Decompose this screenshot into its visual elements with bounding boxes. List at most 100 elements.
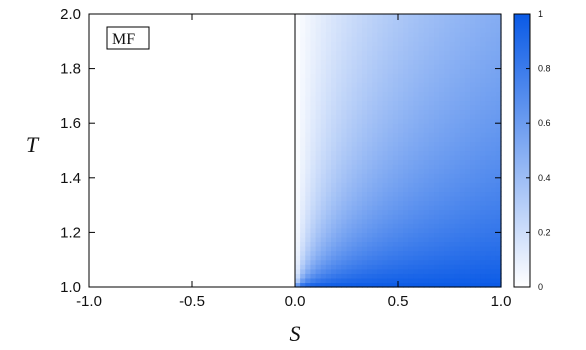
heatmap-cell xyxy=(464,227,471,233)
heatmap-cell xyxy=(320,155,327,161)
heatmap-cell xyxy=(284,232,291,238)
heatmap-cell xyxy=(325,109,332,115)
heatmap-cell xyxy=(150,123,157,129)
heatmap-cell xyxy=(336,177,342,183)
heatmap-cell xyxy=(253,164,260,170)
heatmap-cell xyxy=(253,145,260,152)
heatmap-cell xyxy=(295,73,301,79)
heatmap-cell xyxy=(109,209,116,215)
heatmap-cell xyxy=(325,14,332,20)
heatmap-cell xyxy=(212,68,219,74)
heatmap-cell xyxy=(248,64,255,70)
heatmap-cell xyxy=(171,14,178,20)
heatmap-cell xyxy=(125,95,131,102)
heatmap-cell xyxy=(161,277,167,284)
heatmap-cell xyxy=(94,114,100,120)
heatmap-cell xyxy=(495,214,502,220)
heatmap-cell xyxy=(464,50,471,56)
heatmap-cell xyxy=(228,118,234,124)
heatmap-cell xyxy=(217,232,224,238)
heatmap-cell xyxy=(114,164,121,170)
heatmap-cell xyxy=(341,159,348,165)
heatmap-cell xyxy=(315,200,322,206)
heatmap-cell xyxy=(264,141,270,147)
heatmap-cell xyxy=(207,155,214,161)
heatmap-cell xyxy=(459,196,466,202)
heatmap-cell xyxy=(94,214,100,220)
heatmap-cell xyxy=(408,32,415,38)
heatmap-cell xyxy=(295,282,301,288)
heatmap-cell xyxy=(367,191,373,197)
heatmap-cell xyxy=(217,236,224,243)
heatmap-cell xyxy=(372,27,378,33)
heatmap-cell xyxy=(202,264,209,270)
heatmap-cell xyxy=(392,264,399,270)
heatmap-cell xyxy=(367,132,373,138)
heatmap-cell xyxy=(207,82,214,88)
heatmap-cell xyxy=(361,27,368,33)
heatmap-cell xyxy=(186,155,193,161)
heatmap-cell xyxy=(413,164,420,170)
heatmap-cell xyxy=(253,232,260,238)
heatmap-cell xyxy=(454,205,461,211)
x-tick-label: 0.0 xyxy=(285,293,306,310)
heatmap-cell xyxy=(372,255,378,261)
heatmap-cell xyxy=(377,23,384,29)
heatmap-cell xyxy=(150,118,157,124)
colorbar-tick-label: 0.4 xyxy=(538,173,551,183)
heatmap-cell xyxy=(382,54,389,61)
heatmap-cell xyxy=(336,59,342,65)
heatmap-cell xyxy=(114,132,121,138)
heatmap-cell xyxy=(367,223,373,229)
heatmap-cell xyxy=(114,127,121,133)
heatmap-cell xyxy=(222,59,229,65)
heatmap-cell xyxy=(186,45,193,51)
heatmap-cell xyxy=(305,277,312,284)
heatmap-cell xyxy=(176,41,183,47)
heatmap-cell xyxy=(207,95,214,102)
heatmap-cell xyxy=(248,27,255,33)
heatmap-cell xyxy=(181,159,188,165)
heatmap-cell xyxy=(130,23,136,29)
heatmap-cell xyxy=(310,23,317,29)
heatmap-cell xyxy=(253,23,260,29)
heatmap-cell xyxy=(135,114,142,120)
heatmap-cell xyxy=(310,27,317,33)
heatmap-cell xyxy=(382,205,389,211)
heatmap-cell xyxy=(449,255,456,261)
heatmap-cell xyxy=(207,268,214,274)
heatmap-cell xyxy=(387,214,394,220)
heatmap-cell xyxy=(392,223,399,229)
heatmap-cell xyxy=(279,45,286,51)
heatmap-cell xyxy=(222,264,229,270)
heatmap-cell xyxy=(274,77,281,83)
heatmap-cell xyxy=(439,105,445,111)
heatmap-cell xyxy=(125,141,131,147)
heatmap-cell xyxy=(192,141,198,147)
heatmap-cell xyxy=(125,218,131,224)
heatmap-cell xyxy=(264,105,270,111)
heatmap-cell xyxy=(449,218,456,224)
heatmap-cell xyxy=(480,105,487,111)
heatmap-cell xyxy=(408,200,415,206)
heatmap-cell xyxy=(459,246,466,252)
heatmap-cell xyxy=(403,86,409,92)
heatmap-cell xyxy=(423,82,430,88)
heatmap-cell xyxy=(485,164,492,170)
heatmap-cell xyxy=(109,50,116,56)
heatmap-cell xyxy=(135,173,142,179)
heatmap-cell xyxy=(398,182,404,188)
heatmap-cell xyxy=(331,182,337,188)
heatmap-cell xyxy=(104,241,111,247)
heatmap-cell xyxy=(119,77,126,83)
heatmap-cell xyxy=(295,232,301,238)
heatmap-cell xyxy=(217,246,224,252)
heatmap-cell xyxy=(439,73,445,79)
heatmap-cell xyxy=(197,64,203,70)
heatmap-cell xyxy=(367,68,373,74)
heatmap-cell xyxy=(202,59,209,65)
heatmap-cell xyxy=(130,209,136,215)
heatmap-cell xyxy=(295,95,301,102)
heatmap-cell xyxy=(248,95,255,102)
heatmap-cell xyxy=(418,23,425,29)
